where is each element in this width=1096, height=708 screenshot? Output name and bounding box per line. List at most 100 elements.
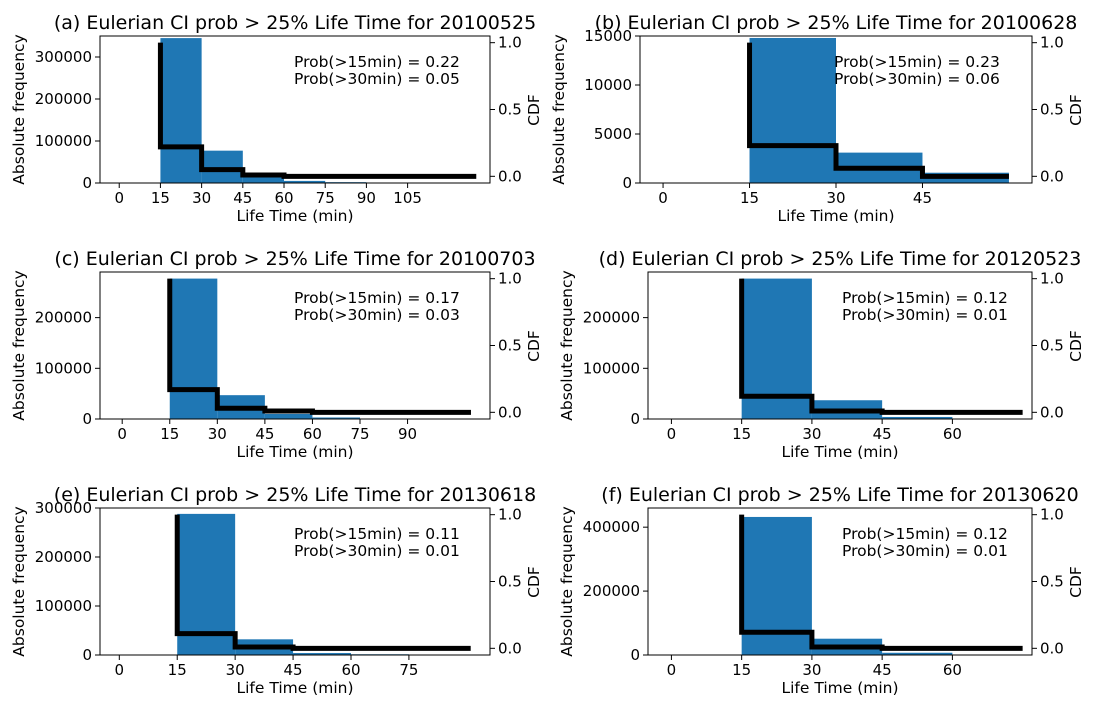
- probability-annotation: Prob(>15min) = 0.17: [294, 289, 460, 307]
- cdf-axis-label: CDF: [1067, 566, 1085, 598]
- x-tick-label: 0: [667, 425, 677, 443]
- cdf-tick-label: 1.0: [1040, 34, 1064, 52]
- probability-annotation: Prob(>30min) = 0.05: [294, 70, 460, 88]
- chart-title: (f) Eulerian CI prob > 25% Life Time for…: [601, 484, 1078, 506]
- y-tick-label: 0: [82, 646, 92, 664]
- probability-annotation: Prob(>30min) = 0.01: [842, 306, 1008, 324]
- x-tick-label: 15: [160, 425, 179, 443]
- x-tick-label: 15: [732, 661, 751, 679]
- x-tick-label: 90: [357, 189, 376, 207]
- y-axis-label: Absolute frequency: [558, 270, 576, 420]
- cdf-axis-label: CDF: [525, 566, 543, 598]
- cdf-tick-label: 0.0: [1040, 639, 1064, 657]
- y-tick-label: 200000: [35, 548, 92, 566]
- x-tick-label: 45: [873, 661, 892, 679]
- y-tick-label: 100000: [35, 597, 92, 615]
- cdf-tick-label: 0.5: [498, 101, 522, 119]
- cdf-tick-label: 0.0: [498, 639, 522, 657]
- x-tick-label: 15: [151, 189, 170, 207]
- y-tick-label: 300000: [35, 499, 92, 517]
- y-tick-label: 100000: [35, 132, 92, 150]
- cdf-tick-label: 0.5: [1040, 573, 1064, 591]
- chart-panel-a: 0 15 30 45 60 75 90 105 0 100000 200000 300000 0.0 0.…: [10, 12, 543, 225]
- histogram-bar: [293, 653, 351, 655]
- probability-annotation: Prob(>15min) = 0.12: [842, 289, 1008, 307]
- x-tick-label: 30: [192, 189, 211, 207]
- cdf-tick-label: 0.0: [498, 167, 522, 185]
- y-tick-label: 200000: [35, 309, 92, 327]
- x-tick-label: 60: [274, 189, 293, 207]
- chart-title: (b) Eulerian CI prob > 25% Life Time for…: [595, 12, 1078, 34]
- cdf-tick-label: 1.0: [498, 506, 522, 524]
- histogram-bar: [284, 180, 326, 183]
- histogram-bar: [264, 413, 313, 419]
- x-tick-label: 45: [233, 189, 252, 207]
- cdf-tick-label: 0.5: [498, 337, 522, 355]
- y-tick-label: 15000: [584, 27, 632, 45]
- cdf-line: [157, 42, 477, 179]
- histogram-bar: [882, 416, 953, 419]
- x-tick-label: 30: [226, 661, 245, 679]
- x-axis-label: Life Time (min): [236, 443, 353, 461]
- x-tick-label: 45: [255, 425, 274, 443]
- y-axis-label: Absolute frequency: [10, 34, 28, 184]
- probability-annotation: Prob(>30min) = 0.03: [294, 306, 460, 324]
- x-tick-label: 30: [802, 661, 821, 679]
- x-tick-label: 30: [826, 189, 845, 207]
- cdf-tick-label: 0.0: [1040, 167, 1064, 185]
- cdf-tick-label: 0.5: [1040, 101, 1064, 119]
- cdf-line: [167, 278, 471, 415]
- cdf-tick-label: 0.5: [1040, 337, 1064, 355]
- cdf-tick-label: 1.0: [1040, 270, 1064, 288]
- cdf-axis-label: CDF: [525, 330, 543, 362]
- probability-annotation: Prob(>15min) = 0.23: [834, 53, 1000, 71]
- histogram-bar: [312, 417, 360, 419]
- cdf-tick-label: 1.0: [498, 34, 522, 52]
- y-tick-label: 100000: [35, 359, 92, 377]
- chart-panel-b: 0 15 30 45 0 5000 10000 15000 0.0 0.5 1.0(b) Euler…: [550, 12, 1085, 225]
- cdf-axis-label: CDF: [1067, 330, 1085, 362]
- x-tick-label: 0: [667, 661, 677, 679]
- cdf-tick-label: 0.5: [498, 573, 522, 591]
- probability-annotation: Prob(>15min) = 0.12: [842, 525, 1008, 543]
- y-axis-label: Absolute frequency: [10, 506, 28, 656]
- y-tick-label: 100000: [583, 359, 640, 377]
- y-tick-label: 400000: [583, 518, 640, 536]
- chart-title: (a) Eulerian CI prob > 25% Life Time for…: [54, 12, 536, 34]
- x-tick-label: 0: [658, 189, 668, 207]
- probability-annotation: Prob(>15min) = 0.11: [294, 525, 460, 543]
- x-tick-label: 60: [341, 661, 360, 679]
- y-tick-label: 200000: [35, 90, 92, 108]
- chart-title: (c) Eulerian CI prob > 25% Life Time for…: [54, 248, 535, 270]
- x-tick-label: 75: [316, 189, 335, 207]
- cdf-tick-label: 0.0: [1040, 403, 1064, 421]
- histogram-bar: [169, 278, 218, 419]
- probability-annotation: Prob(>30min) = 0.01: [842, 542, 1008, 560]
- histogram-bar: [242, 175, 285, 183]
- chart-panel-e: 0 15 30 45 60 75 0 100000 200000 300000 0.0 0.5 1.0(…: [10, 484, 543, 697]
- chart-title: (e) Eulerian CI prob > 25% Life Time for…: [54, 484, 536, 506]
- y-tick-label: 0: [630, 646, 640, 664]
- x-tick-label: 105: [393, 189, 422, 207]
- chart-panel-c: 0 15 30 45 60 75 90 0 100000 200000 0.0 0.5 1.0(c) E…: [10, 248, 543, 461]
- histogram-bar: [749, 37, 836, 184]
- y-tick-label: 0: [82, 174, 92, 192]
- x-axis-label: Life Time (min): [781, 679, 898, 697]
- x-tick-label: 75: [399, 661, 418, 679]
- probability-annotation: Prob(>15min) = 0.22: [294, 53, 460, 71]
- cdf-axis-label: CDF: [525, 94, 543, 126]
- x-tick-label: 60: [943, 425, 962, 443]
- cdf-line: [739, 514, 1023, 651]
- x-tick-label: 15: [732, 425, 751, 443]
- y-tick-label: 0: [630, 410, 640, 428]
- chart-title: (d) Eulerian CI prob > 25% Life Time for…: [599, 248, 1082, 270]
- y-tick-label: 5000: [594, 125, 632, 143]
- y-tick-label: 0: [622, 174, 632, 192]
- x-tick-label: 0: [114, 189, 124, 207]
- cdf-axis-label: CDF: [1067, 94, 1085, 126]
- x-tick-label: 45: [873, 425, 892, 443]
- x-tick-label: 90: [398, 425, 417, 443]
- x-tick-label: 45: [284, 661, 303, 679]
- y-axis-label: Absolute frequency: [550, 34, 568, 184]
